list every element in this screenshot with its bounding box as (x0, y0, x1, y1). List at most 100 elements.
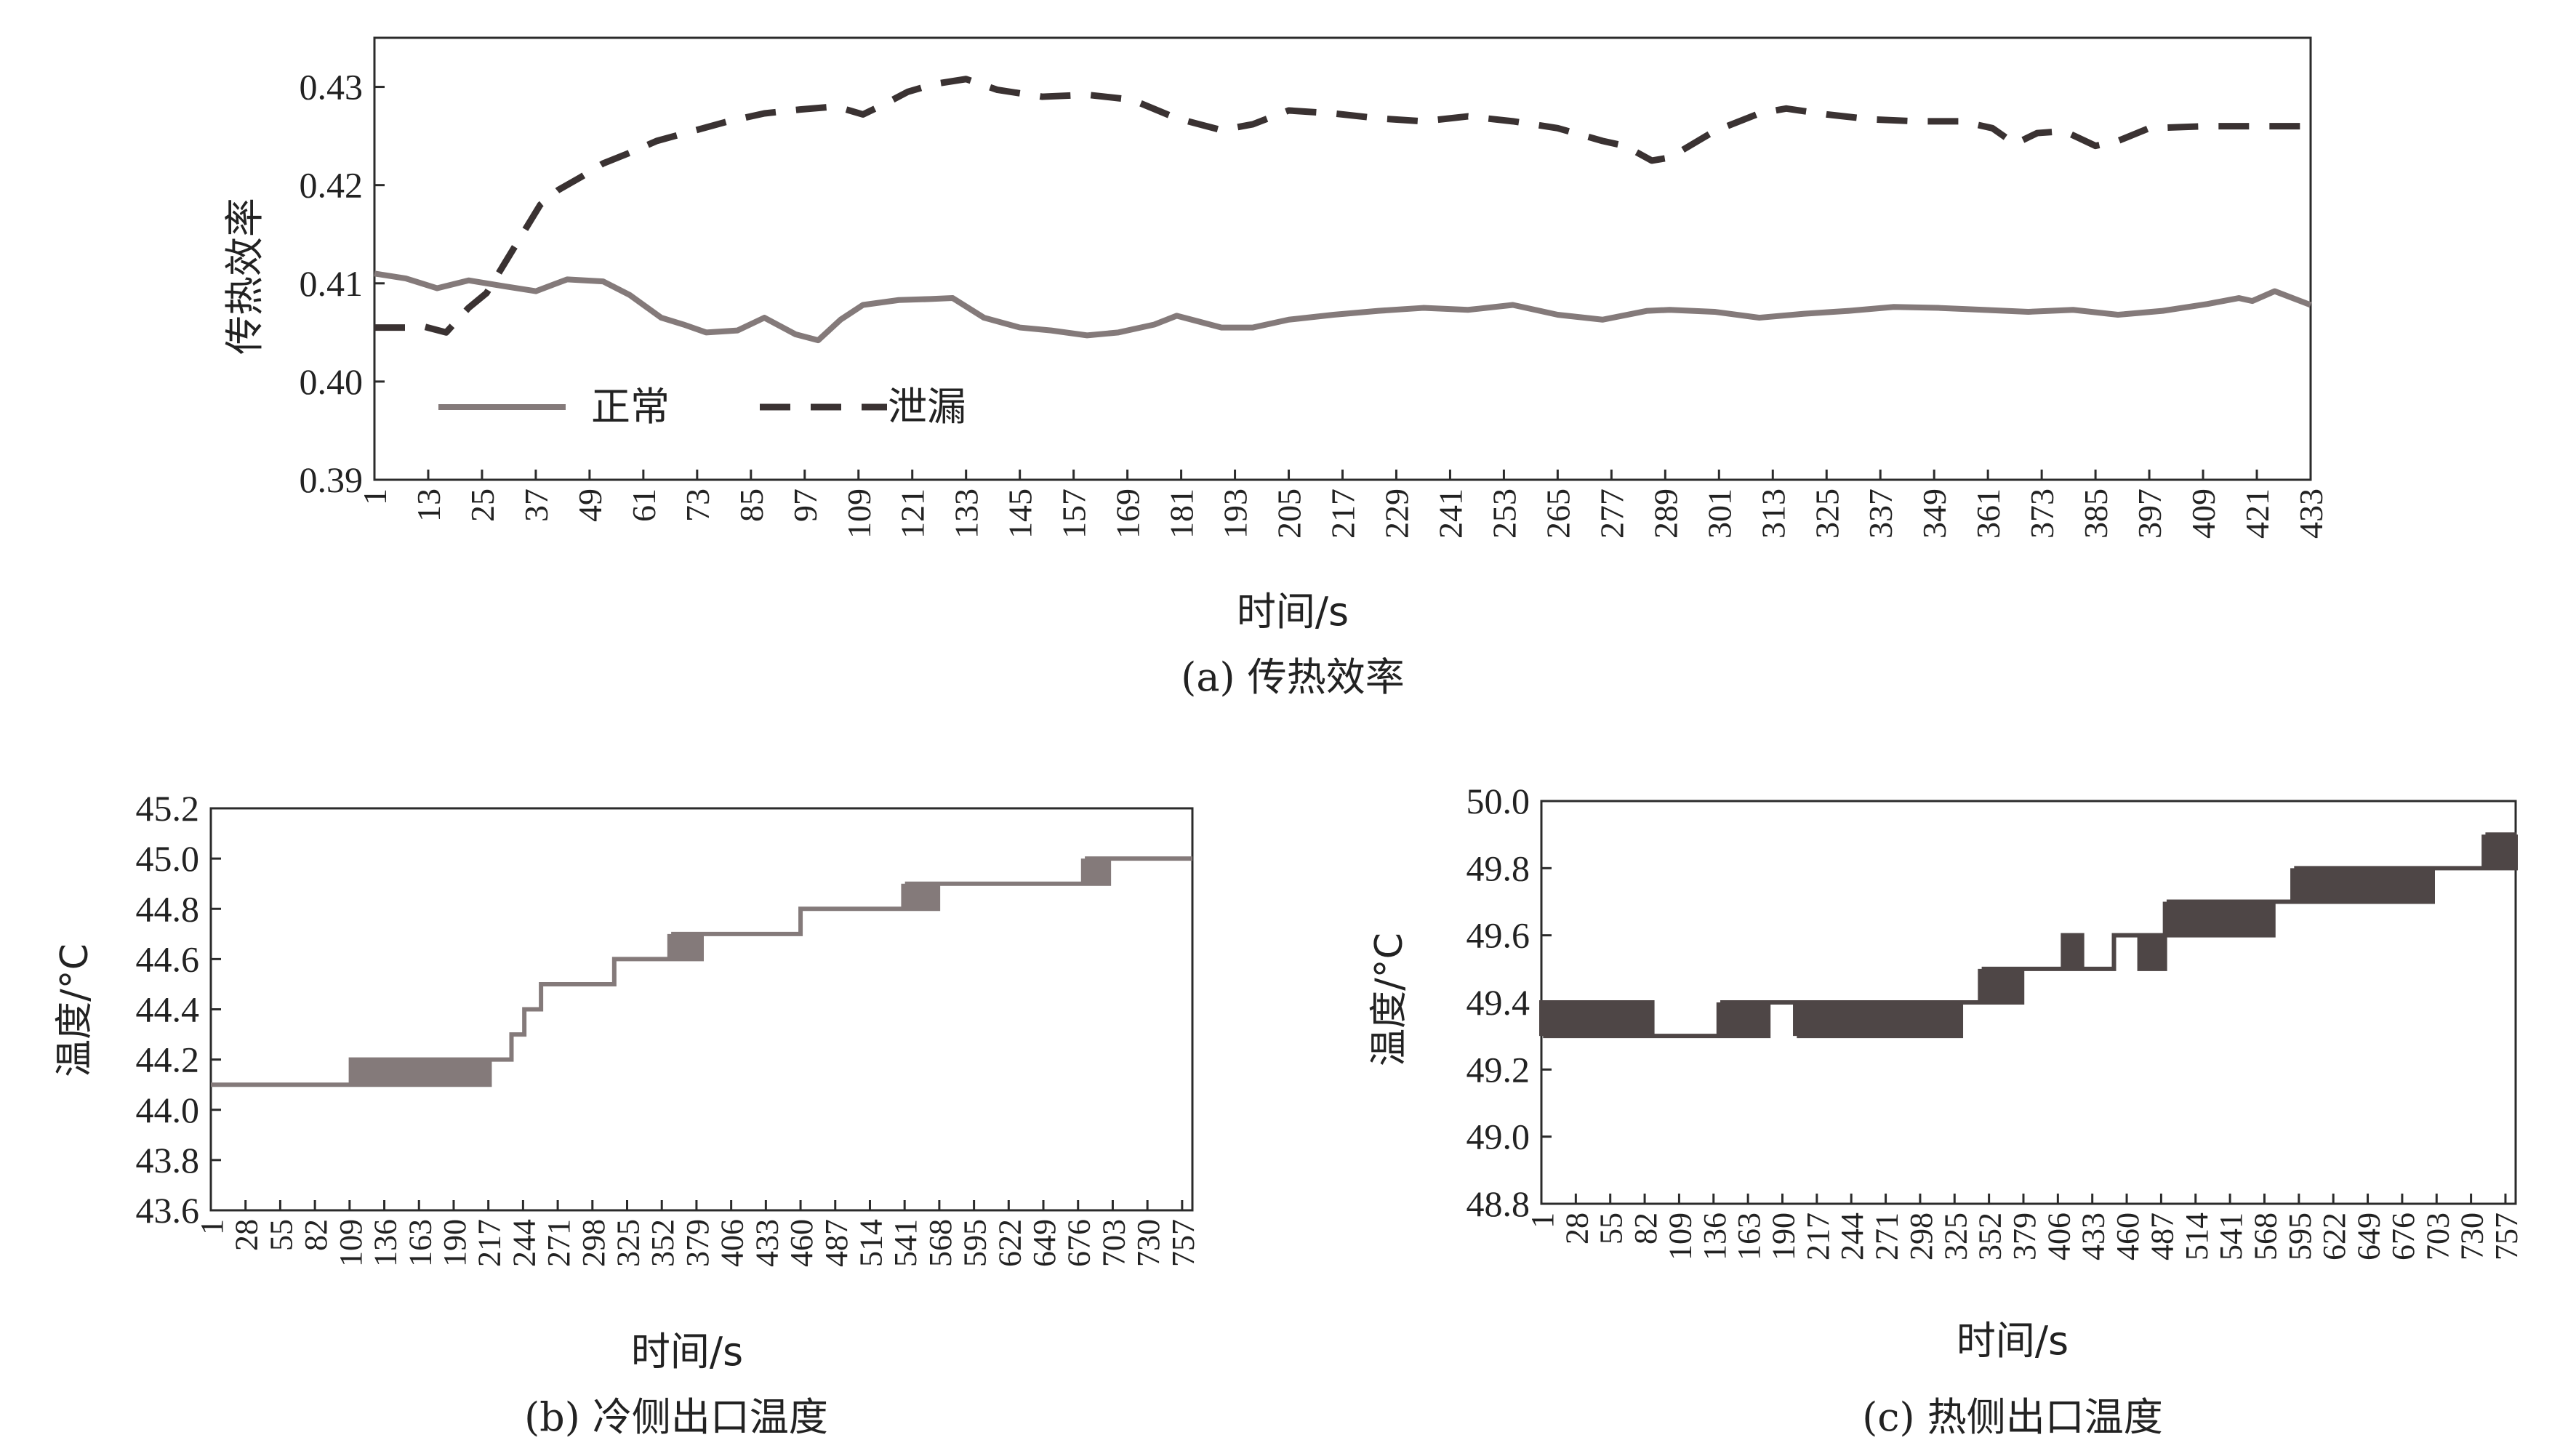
panel-b-xtick-label: 55 (263, 1219, 299, 1251)
panel-a-xtick-label: 145 (1002, 488, 1039, 539)
panel-a-xtick-label: 121 (894, 488, 931, 539)
panel-a-xtick-label: 133 (948, 488, 985, 539)
panel-a-xtick-label: 73 (679, 488, 716, 522)
panel-b-xtick-label: 757 (1165, 1219, 1201, 1267)
panel-b-xtick-label: 460 (784, 1219, 819, 1267)
panel-b-xtick-label: 514 (853, 1219, 888, 1267)
panel-a-xtick-label: 97 (787, 488, 824, 522)
panel-b-xtick-label: 595 (958, 1219, 993, 1267)
panel-a-xtick-label: 37 (518, 488, 555, 522)
panel-a-ytick-label: 0.42 (300, 165, 364, 206)
panel-b-xtick-label: 298 (576, 1219, 611, 1267)
panel-c-xtick-label: 82 (1628, 1212, 1664, 1244)
panel-c: 48.8 49.0 49.2 49.4 49.6 49.8 50.0 128558210913… (1368, 781, 2524, 1440)
panel-a-plot: 0.39 0.40 0.41 0.42 0.43 1 13 25 37 49 61 73 85 97 109… (300, 36, 2330, 539)
panel-c-xtick-label: 217 (1800, 1212, 1836, 1260)
panel-c-xtick-label: 190 (1765, 1212, 1801, 1260)
panel-a-xtick-label: 157 (1056, 488, 1093, 539)
panel-a-xtick-label: 385 (2077, 488, 2114, 539)
panel-c-xtick-label: 757 (2489, 1212, 2524, 1260)
panel-b-xtick-label: 28 (229, 1219, 265, 1251)
panel-a-xtick-label: 289 (1647, 488, 1684, 539)
panel-c-xtick-label: 55 (1594, 1212, 1629, 1244)
panel-a-xtick-label: 1 (356, 488, 393, 505)
panel-c-xtick-label: 514 (2179, 1212, 2215, 1260)
panel-c-xtick-label: 28 (1559, 1212, 1594, 1244)
panel-c-xtick-label: 244 (1834, 1212, 1870, 1260)
panel-a-xtick-label: 421 (2239, 488, 2276, 539)
panel-a-xtick-label: 241 (1432, 488, 1469, 539)
panel-b-ytick-label: 43.6 (136, 1190, 200, 1231)
panel-a-xtick-label: 265 (1539, 488, 1576, 539)
panel-b-xtick-label: 730 (1131, 1219, 1166, 1267)
panel-b-xtick-label: 541 (888, 1219, 923, 1267)
panel-b: 43.643.844.044.244.444.644.845.045.21285… (53, 788, 1201, 1440)
panel-b-xtick-label: 217 (472, 1219, 507, 1267)
panel-b-xtick-label: 190 (437, 1219, 473, 1267)
panel-a-xtick-label: 25 (464, 488, 501, 522)
panel-b-xtick-label: 406 (715, 1219, 750, 1267)
panel-c-xtick-label: 136 (1697, 1212, 1733, 1260)
panel-b-ytick-label: 44.6 (136, 938, 200, 979)
panel-b-xtick-label: 244 (506, 1219, 542, 1267)
panel-c-ytick-label: 50.0 (1466, 781, 1530, 821)
panel-b-xtick-label: 271 (541, 1219, 577, 1267)
panel-c-xtick-label: 271 (1869, 1212, 1905, 1260)
panel-c-frame (1540, 800, 2517, 1205)
panel-a-series-normal-line (374, 270, 2312, 344)
panel-a-xtick-label: 205 (1271, 488, 1308, 539)
panel-c-xtick-label: 730 (2455, 1212, 2490, 1260)
panel-b-xtick-label: 433 (749, 1219, 785, 1267)
panel-c-xtick-label: 163 (1731, 1212, 1767, 1260)
panel-b-xtick-label: 703 (1096, 1219, 1131, 1267)
panel-c-xtick-label: 487 (2144, 1212, 2180, 1260)
panel-c-xtick-label: 433 (2076, 1212, 2111, 1260)
panel-c-xlabel: 时间/s (1957, 1318, 2069, 1364)
panel-c-ytick-label: 49.8 (1466, 848, 1530, 888)
panel-b-series-line (211, 856, 1192, 1087)
panel-a-xtick-label: 217 (1325, 488, 1362, 539)
panel-c-ytick-label: 49.0 (1466, 1117, 1530, 1157)
panel-a-caption: (a) 传热效率 (1181, 654, 1405, 700)
panel-a-xtick-label: 349 (1916, 488, 1953, 539)
panel-a-xtick-label: 61 (625, 488, 662, 522)
panel-b-xtick-label: 487 (819, 1219, 854, 1267)
panel-a-xtick-label: 301 (1701, 488, 1738, 539)
panel-a-xtick-label: 85 (733, 488, 770, 522)
panel-a-xtick-label: 169 (1110, 488, 1147, 539)
panel-c-xtick-label: 622 (2316, 1212, 2352, 1260)
panel-b-ytick-label: 44.2 (136, 1039, 200, 1080)
panel-a-ytick-label: 0.40 (300, 361, 364, 402)
panel-c-ytick-label: 48.8 (1466, 1183, 1530, 1224)
panel-c-xtick-label: 460 (2110, 1212, 2146, 1260)
panel-b-xtick-label: 163 (402, 1219, 438, 1267)
panel-b-ytick-label: 44.4 (136, 989, 200, 1030)
panel-a-legend-label: 泄漏 (888, 384, 966, 430)
panel-b-xtick-label: 109 (333, 1219, 369, 1267)
panel-b-xtick-label: 379 (680, 1219, 715, 1267)
panel-a-ytick-label: 0.39 (300, 459, 364, 500)
panel-b-ytick-label: 45.2 (136, 788, 200, 829)
panel-c-xtick-label: 352 (1973, 1212, 2008, 1260)
panel-c-ylabel: 温度/°C (1368, 933, 1411, 1066)
panel-a-xtick-label: 397 (2131, 488, 2168, 539)
panel-c-xtick-label: 325 (1938, 1212, 1973, 1260)
panel-b-xlabel: 时间/s (631, 1329, 743, 1375)
panel-a-series-leak-line (374, 76, 2311, 336)
panel-c-ytick-label: 49.6 (1466, 915, 1530, 956)
panel-a-xtick-label: 253 (1485, 488, 1522, 539)
panel-c-xtick-label: 298 (1903, 1212, 1939, 1260)
panel-b-caption: (b) 冷侧出口温度 (524, 1394, 828, 1440)
panel-b-xtick-label: 676 (1062, 1219, 1097, 1267)
panel-a-xlabel: 时间/s (1237, 589, 1349, 635)
panel-c-xtick-label: 109 (1662, 1212, 1698, 1260)
panel-a-xtick-label: 373 (2023, 488, 2061, 539)
panel-a-ytick-label: 0.41 (300, 263, 364, 304)
panel-a-xtick-label: 325 (1808, 488, 1845, 539)
panel-b-xtick-label: 82 (298, 1219, 334, 1251)
panel-b-frame (209, 807, 1194, 1212)
panel-a: 0.39 0.40 0.41 0.42 0.43 1 13 25 37 49 61 73 85 97 109… (222, 36, 2330, 700)
panel-b-xtick-label: 568 (923, 1219, 958, 1267)
panel-a-legend-label: 正常 (591, 384, 670, 430)
panel-a-xtick-label: 409 (2185, 488, 2222, 539)
